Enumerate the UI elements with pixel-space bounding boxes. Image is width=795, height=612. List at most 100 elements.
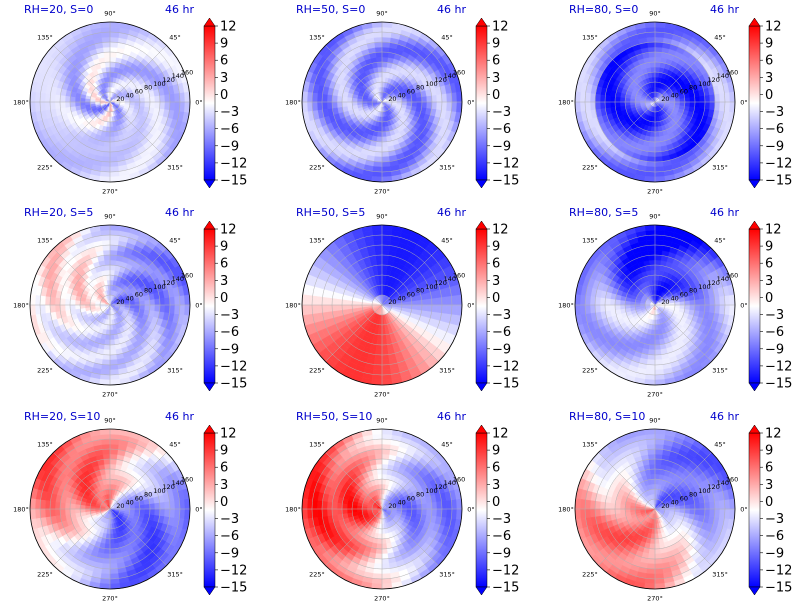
heatmap-cell: [654, 31, 665, 38]
colorbar-tick-label: 3: [765, 71, 773, 86]
heatmap-cell: [689, 299, 696, 306]
heatmap-cell: [381, 259, 389, 266]
heatmap-cell: [416, 304, 423, 311]
colorbar-tick-label: 3: [765, 274, 773, 289]
heatmap-cell: [381, 369, 392, 376]
colorbar-body: [748, 228, 761, 384]
heatmap-cell: [594, 93, 601, 103]
angle-label: 45°: [714, 33, 726, 41]
heatmap-cell: [381, 364, 391, 371]
heatmap-cell: [109, 141, 117, 148]
radial-tick-label: 160: [181, 68, 193, 76]
panel-grid: 20 40 60 80 10012014016090°45°0°315°270°225°…: [13, 3, 792, 603]
colorbar-extend-max: [748, 17, 761, 27]
colorbar-extend-min: [203, 179, 216, 189]
heatmap-cell: [59, 304, 66, 312]
heatmap-cell: [109, 269, 115, 276]
heatmap-cell: [684, 101, 691, 107]
heatmap-cell: [371, 229, 383, 236]
heatmap-cell: [376, 264, 383, 271]
angle-label: 0°: [195, 99, 202, 107]
heatmap-cell: [714, 101, 721, 111]
heatmap-cell: [107, 319, 111, 326]
heatmap-cell: [99, 26, 111, 33]
heatmap-cell: [373, 161, 383, 168]
heatmap-cell: [311, 304, 318, 315]
angle-label: 135°: [309, 33, 325, 41]
heatmap-cell: [381, 339, 388, 346]
heatmap-cell: [64, 298, 71, 306]
angle-label: 225°: [582, 367, 598, 375]
heatmap-cell: [34, 91, 41, 103]
heatmap-cell: [109, 146, 117, 153]
heatmap-cell: [174, 101, 181, 112]
angle-label: 0°: [740, 99, 747, 107]
heatmap-cell: [102, 354, 111, 361]
heatmap-cell: [59, 298, 66, 306]
colorbar-body: [203, 25, 216, 181]
heatmap-cell: [654, 161, 664, 168]
heatmap-cell: [49, 93, 56, 103]
heatmap-cell: [654, 171, 666, 178]
heatmap-cell: [431, 304, 438, 313]
heatmap-cell: [377, 334, 383, 341]
heatmap-cell: [451, 91, 458, 103]
heatmap-cell: [105, 131, 111, 138]
heatmap-cell: [709, 304, 716, 314]
colorbar-tick-label: 9: [220, 240, 228, 255]
heatmap-cell: [49, 304, 56, 314]
colorbar-tick-label: 9: [492, 37, 500, 52]
radial-tick-label: 160: [726, 271, 738, 279]
heatmap-cell: [381, 279, 386, 286]
heatmap-cell: [679, 101, 686, 107]
colorbar-body: [475, 228, 488, 384]
heatmap-cell: [614, 101, 621, 108]
heatmap-cell: [654, 264, 661, 271]
heatmap-cell: [646, 244, 656, 251]
heatmap-cell: [381, 274, 387, 281]
heatmap-cell: [609, 304, 616, 312]
heatmap-cell: [69, 304, 76, 311]
heatmap-cell: [441, 296, 448, 306]
heatmap-cell: [101, 244, 111, 251]
heatmap-cell: [699, 95, 706, 103]
heatmap-cell: [109, 274, 115, 281]
heatmap-cell: [381, 46, 390, 53]
heatmap-cell: [134, 101, 141, 107]
heatmap-cell: [374, 151, 383, 158]
colorbar-tick-label: −9: [220, 139, 239, 154]
heatmap-cell: [89, 302, 96, 306]
angle-label: 90°: [376, 10, 388, 18]
angle-label: 180°: [558, 302, 574, 310]
radial-tick-label: 60: [135, 88, 143, 96]
heatmap-cell: [654, 46, 663, 53]
heatmap-cell: [54, 304, 61, 313]
colorbar-tick-label: −9: [492, 139, 511, 154]
heatmap-cell: [351, 300, 358, 306]
panel-title: RH=80, S=5: [569, 206, 638, 219]
heatmap-cell: [446, 295, 453, 306]
heatmap-cell: [79, 300, 86, 306]
colorbar-tick-label: 12: [220, 20, 237, 35]
heatmap-cell: [100, 31, 111, 38]
heatmap-cell: [378, 324, 383, 331]
heatmap-cell: [654, 269, 660, 276]
colorbar-tick-label: 9: [492, 240, 500, 255]
heatmap-cell: [381, 146, 389, 153]
heatmap-cell: [104, 61, 111, 68]
heatmap-cell: [109, 36, 119, 43]
heatmap-cell: [654, 339, 661, 346]
heatmap-cell: [579, 294, 586, 306]
heatmap-cell: [306, 294, 313, 306]
heatmap-cell: [149, 101, 156, 109]
colorbar-tick-label: 12: [765, 20, 782, 35]
heatmap-cell: [84, 98, 91, 103]
heatmap-cell: [109, 249, 118, 256]
heatmap-cell: [139, 304, 146, 310]
heatmap-cell: [174, 295, 181, 306]
heatmap-cell: [149, 304, 156, 312]
radial-tick-label: 20: [661, 298, 669, 306]
